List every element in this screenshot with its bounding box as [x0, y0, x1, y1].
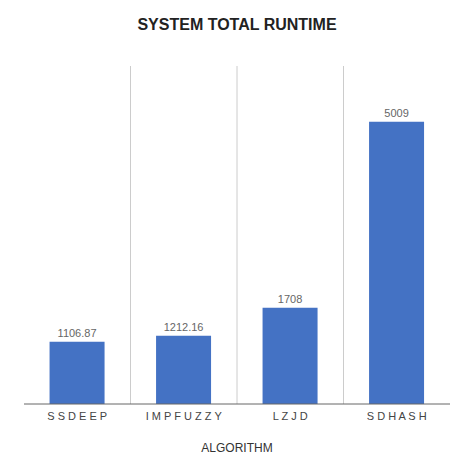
svg-text:1106.87: 1106.87: [58, 327, 97, 339]
svg-text:ALGORITHM: ALGORITHM: [201, 441, 272, 455]
svg-text:1708: 1708: [278, 293, 302, 305]
html-text:SYSTEM TOTAL RUNTIME: SYSTEM TOTAL RUNTIME: [137, 16, 337, 33]
svg-text:L Z J D: L Z J D: [273, 410, 308, 422]
svg-text:1212.16: 1212.16: [164, 321, 204, 333]
svg-text:S D H A S H: S D H A S H: [367, 410, 427, 422]
svg-text:5009: 5009: [384, 107, 408, 119]
svg-text:I M P F U Z Z Y: I M P F U Z Z Y: [146, 410, 223, 422]
svg-text:S S D E E P: S S D E E P: [47, 410, 107, 422]
